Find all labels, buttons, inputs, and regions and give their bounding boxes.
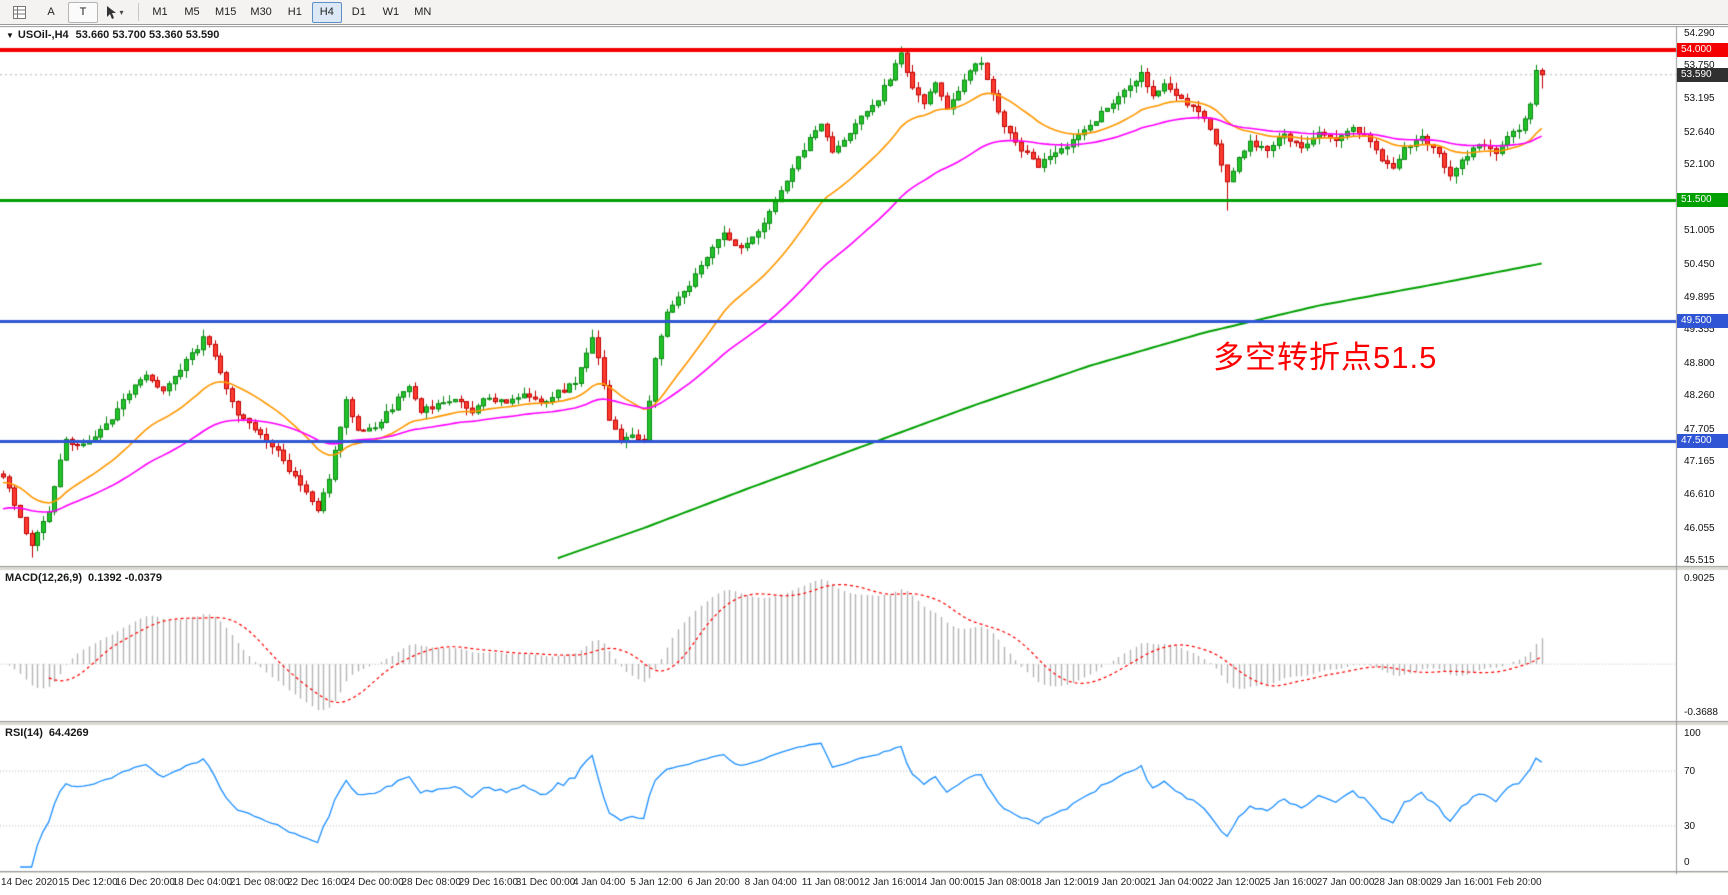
time-axis-label: 1 Feb 20:00	[1488, 877, 1542, 888]
rsi-axis-label: 30	[1684, 820, 1696, 832]
price-badge: 54.000	[1677, 43, 1728, 58]
time-axis-label: 12 Jan 16:00	[859, 877, 917, 888]
price-axis-label: 54.290	[1684, 27, 1715, 39]
ohlc-values-text: 53.660 53.700 53.360 53.590	[75, 29, 220, 41]
time-axis-label: 18 Dec 04:00	[172, 877, 233, 888]
letter-t-icon: T	[79, 6, 87, 18]
macd-indicator-label: MACD(12,26,9) 0.1392 -0.0379	[5, 572, 162, 584]
time-axis-label: 4 Jan 04:00	[573, 877, 626, 888]
rsi-indicator-label: RSI(14) 64.4269	[5, 727, 89, 739]
time-axis-label: 28 Dec 08:00	[401, 877, 461, 888]
chart-toolbar: A T ▾ M1 M5 M15 M30 H1 H4 D1 W1 MN	[0, 0, 1728, 25]
time-axis-label: 18 Jan 12:00	[1030, 877, 1089, 888]
chart-annotation-text[interactable]: 多空转折点51.5	[1213, 340, 1438, 375]
time-axis-label: 29 Jan 16:00	[1431, 877, 1489, 888]
time-axis-label: 21 Dec 08:00	[229, 877, 290, 888]
price-axis-label: 49.355	[1684, 324, 1715, 336]
timeframe-button-mn[interactable]: MN	[414, 6, 432, 18]
price-axis-label: 48.260	[1684, 390, 1715, 402]
letter-a-icon: A	[47, 6, 55, 18]
timeframe-button-d1[interactable]: D1	[351, 6, 366, 18]
time-axis-label: 11 Jan 08:00	[801, 877, 859, 888]
price-chart-canvas[interactable]	[0, 26, 1728, 895]
time-axis-label: 24 Dec 00:00	[344, 877, 404, 888]
time-axis-label: 15 Dec 12:00	[58, 877, 118, 888]
rsi-value-text: 64.4269	[48, 727, 89, 739]
time-axis-label: 22 Jan 12:00	[1202, 877, 1261, 888]
price-axis-label: 48.800	[1684, 357, 1715, 369]
time-axis-label: 8 Jan 04:00	[744, 877, 797, 888]
collapse-triangle-icon[interactable]: ▼	[6, 30, 14, 40]
time-axis-label: 19 Jan 20:00	[1087, 877, 1146, 888]
timeframe-button-h1[interactable]: H1	[287, 6, 302, 18]
timeframe-button-m30[interactable]: M30	[250, 6, 272, 18]
toolbar-separator	[138, 3, 139, 21]
timeframe-button-m1[interactable]: M1	[152, 6, 168, 18]
price-axis-label: 53.750	[1684, 60, 1715, 72]
time-axis-label: 14 Jan 00:00	[916, 877, 975, 888]
timeframe-button-group: M1 M5 M15 M30 H1 H4 D1 W1 MN	[145, 1, 440, 23]
price-axis-label: 52.640	[1684, 126, 1715, 138]
timeframe-button-m5[interactable]: M5	[184, 6, 200, 18]
price-axis-label: 47.165	[1684, 456, 1715, 468]
time-axis-label: 22 Dec 16:00	[287, 877, 347, 888]
grid-icon	[12, 5, 26, 19]
price-axis-label: 45.515	[1684, 555, 1715, 567]
price-axis-label: 51.005	[1684, 225, 1715, 237]
price-axis-label: 47.705	[1684, 423, 1715, 435]
rsi-axis-label: 70	[1684, 766, 1696, 778]
chart-area: ▼ USOil-,H4 53.660 53.700 53.360 53.590 …	[0, 26, 1728, 895]
time-axis-label: 21 Jan 04:00	[1145, 877, 1203, 888]
time-axis-label: 15 Jan 08:00	[973, 877, 1032, 888]
symbol-period-text: USOil-,H4	[17, 29, 69, 41]
cursor-tool-button[interactable]: ▾	[100, 2, 130, 23]
timeframe-button-w1[interactable]: W1	[382, 6, 400, 18]
macd-axis-label: 0.9025	[1684, 573, 1715, 584]
time-axis-label: 16 Dec 20:00	[115, 877, 175, 888]
macd-axis-label: -0.3688	[1684, 707, 1718, 718]
macd-name-text: MACD(12,26,9)	[5, 572, 83, 584]
text-label-a-button[interactable]: A	[36, 2, 66, 23]
text-tool-button[interactable]: T	[68, 1, 98, 23]
price-badge: 49.500	[1677, 313, 1728, 328]
time-axis-label: 14 Dec 2020	[1, 877, 58, 888]
cursor-icon	[107, 5, 117, 19]
symbol-ohlc-label: ▼ USOil-,H4 53.660 53.700 53.360 53.590	[6, 29, 219, 41]
time-axis-label: 28 Jan 08:00	[1373, 877, 1432, 888]
time-axis-label: 6 Jan 20:00	[687, 877, 740, 888]
time-axis-label: 29 Dec 16:00	[458, 877, 519, 888]
price-axis-label: 52.100	[1684, 159, 1715, 171]
rsi-axis-label: 0	[1684, 857, 1690, 868]
price-axis-label: 53.195	[1684, 93, 1715, 105]
price-axis-label: 49.895	[1684, 291, 1715, 303]
price-badge: 51.500	[1677, 193, 1728, 208]
timeframe-button-m15[interactable]: M15	[215, 6, 237, 18]
price-badge: 53.590	[1677, 67, 1728, 82]
tick-grid-button[interactable]	[4, 2, 34, 23]
rsi-name-text: RSI(14)	[5, 727, 43, 739]
time-axis-label: 25 Jan 16:00	[1259, 877, 1318, 888]
price-axis-label: 46.055	[1684, 522, 1715, 534]
price-axis-label: 46.610	[1684, 489, 1715, 501]
price-badge: 47.500	[1677, 433, 1728, 448]
chevron-down-icon: ▾	[119, 7, 124, 17]
time-axis-label: 5 Jan 12:00	[630, 877, 683, 888]
timeframe-button-h4[interactable]: H4	[311, 1, 342, 23]
time-axis-label: 27 Jan 00:00	[1316, 877, 1375, 888]
time-axis-label: 31 Dec 00:00	[515, 877, 576, 888]
price-axis-label: 50.450	[1684, 258, 1715, 270]
macd-values-text: 0.1392 -0.0379	[88, 572, 163, 584]
rsi-axis-label: 100	[1684, 728, 1701, 739]
